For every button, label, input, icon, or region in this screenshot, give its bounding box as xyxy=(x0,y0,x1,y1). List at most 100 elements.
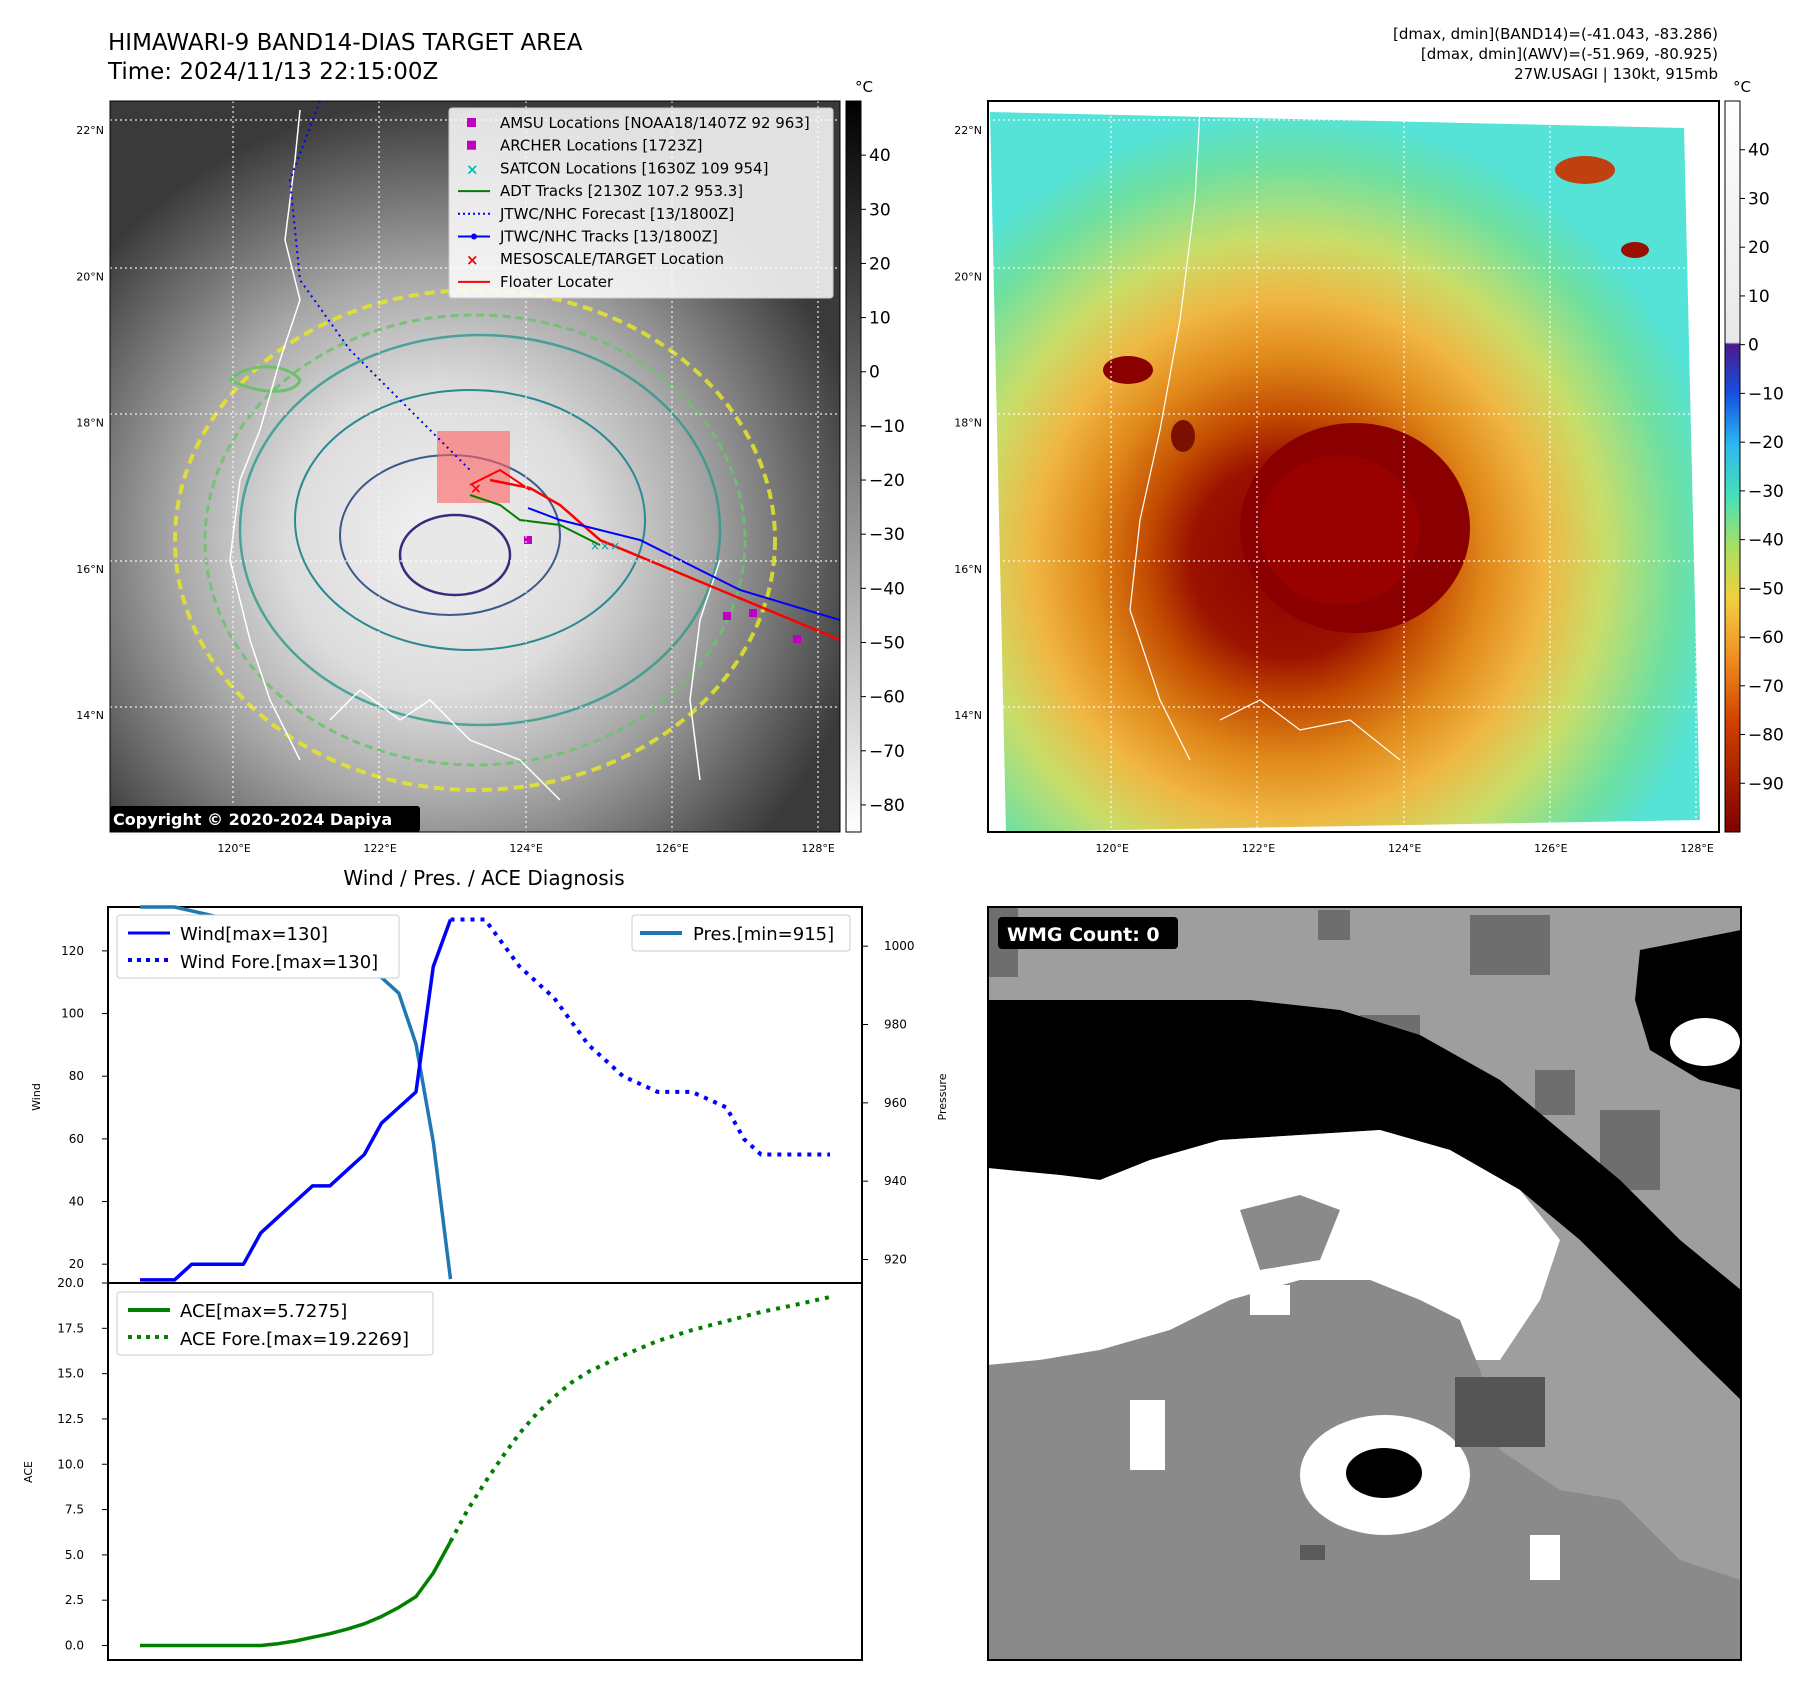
lat-label: 20°N xyxy=(76,270,104,283)
track-legend: AMSU Locations [NOAA18/1407Z 92 963] ARCH… xyxy=(448,107,834,299)
colorbar-tick-label: −30 xyxy=(1748,482,1784,502)
square-marker-icon xyxy=(467,140,476,150)
x-marker-icon: × xyxy=(466,251,479,269)
lon-label: 122°E xyxy=(1242,842,1275,855)
lat-label: 16°N xyxy=(954,563,982,576)
y-tick-label: 100 xyxy=(61,1007,84,1021)
lon-label: 124°E xyxy=(1388,842,1421,855)
colorbar-tick-label: −10 xyxy=(1748,384,1784,404)
legend-item: × SATCON Locations [1630Z 109 954] xyxy=(466,159,768,178)
legend-label: JTWC/NHC Tracks [13/1800Z] xyxy=(499,228,718,246)
ir-grayscale-map: × ××× Copyright © 2020-2024 Dapiya 22°N2… xyxy=(76,100,841,855)
colorbar-gray: °C 40 30 20 10 0 −10 −20 −30 −40 −50 −60 −70 −80 xyxy=(845,78,905,833)
colorbar-tick-label: −10 xyxy=(869,417,905,437)
colorbar-tick-label: −20 xyxy=(869,471,905,491)
lon-label: 120°E xyxy=(217,842,250,855)
y-right-tick-label: 960 xyxy=(884,1096,907,1110)
x-marker-icon: × xyxy=(466,160,479,178)
colorbar-tick-label: −50 xyxy=(869,633,905,653)
wmg-count-label: WMG Count: 0 xyxy=(1007,924,1160,946)
colorbar-tick-label: −60 xyxy=(869,688,905,708)
legend-label: ADT Tracks [2130Z 107.2 953.3] xyxy=(500,182,743,200)
colorbar-gray-unit: °C xyxy=(855,78,873,96)
lat-label: 16°N xyxy=(76,563,104,576)
legend-label: JTWC/NHC Forecast [13/1800Z] xyxy=(499,205,734,223)
wind-ylabel: Wind xyxy=(30,1083,43,1111)
colorbar-tick-label: 20 xyxy=(1748,238,1770,258)
legend-label: AMSU Locations [NOAA18/1407Z 92 963] xyxy=(500,114,810,132)
colorbar-color: °C 40 30 20 10 0 −10 −20 −30 −40 −50 −60 −70 −80 −90 xyxy=(1724,78,1784,833)
y-tick-label: 20 xyxy=(69,1257,84,1271)
colorbar-tick-label: −40 xyxy=(869,579,905,599)
info-line-1: [dmax, dmin](BAND14)=(-41.043, -83.286) xyxy=(1393,25,1718,43)
map-left-lon-labels: 120°E 122°E 124°E 126°E 128°E xyxy=(217,842,834,855)
colorbar-tick-label: 0 xyxy=(869,363,880,383)
map-left-lat-labels: 22°N 20°N 18°N 16°N 14°N xyxy=(76,124,104,722)
lat-label: 18°N xyxy=(76,417,104,430)
y-tick-label: 40 xyxy=(69,1195,84,1209)
lat-label: 20°N xyxy=(954,270,982,283)
y-tick-label: 20.0 xyxy=(57,1276,84,1290)
lat-label: 18°N xyxy=(954,417,982,430)
legend-item: ADT Tracks [2130Z 107.2 953.3] xyxy=(458,182,743,200)
y-tick-label: 12.5 xyxy=(57,1412,84,1426)
ace-chart: ACE 0.0 2.5 5.0 7.5 10.0 12.5 15.0 17.5 20.0 ACE… xyxy=(22,1276,863,1661)
colorbar-tick-label: −30 xyxy=(869,525,905,545)
lat-label: 14°N xyxy=(76,709,104,722)
series-line xyxy=(448,1295,831,1543)
colorbar-tick-label: −60 xyxy=(1748,628,1784,648)
y-right-tick-label: 940 xyxy=(884,1174,907,1188)
legend-label: SATCON Locations [1630Z 109 954] xyxy=(500,159,768,177)
copyright: Copyright © 2020-2024 Dapiya xyxy=(113,810,392,829)
legend-label: ARCHER Locations [1723Z] xyxy=(500,137,703,155)
y-tick-label: 5.0 xyxy=(65,1548,84,1562)
info-line-2: [dmax, dmin](AWV)=(-51.969, -80.925) xyxy=(1421,45,1718,63)
dot-marker-icon xyxy=(471,233,477,240)
legend-item: Floater Locater xyxy=(458,273,614,291)
y-tick-label: 80 xyxy=(69,1069,84,1083)
info-line-3: 27W.USAGI | 130kt, 915mb xyxy=(1514,65,1718,83)
lon-label: 126°E xyxy=(1534,842,1567,855)
colorbar-tick-label: 30 xyxy=(1748,189,1770,209)
map-right-lon-labels: 120°E 122°E 124°E 126°E 128°E xyxy=(1096,842,1714,855)
colorbar-color-unit: °C xyxy=(1733,78,1751,96)
series-line xyxy=(140,1540,453,1648)
title-line-1: HIMAWARI-9 BAND14-DIAS TARGET AREA xyxy=(108,30,583,56)
svg-text:×: × xyxy=(470,481,482,497)
legend-item: JTWC/NHC Forecast [13/1800Z] xyxy=(458,205,734,223)
legend-wind-fore: Wind Fore.[max=130] xyxy=(180,952,378,973)
legend-item: ARCHER Locations [1723Z] xyxy=(467,137,703,155)
series-line xyxy=(140,918,453,1282)
colorbar-tick-label: −50 xyxy=(1748,579,1784,599)
colorbar-tick-label: −70 xyxy=(869,742,905,762)
colorbar-tick-label: 20 xyxy=(869,254,891,274)
legend-item: × MESOSCALE/TARGET Location xyxy=(466,250,724,269)
colorbar-tick-label: −70 xyxy=(1748,677,1784,697)
legend-item: AMSU Locations [NOAA18/1407Z 92 963] xyxy=(467,114,810,132)
y-tick-label: 10.0 xyxy=(57,1457,84,1471)
y-tick-label: 60 xyxy=(69,1132,84,1146)
colorbar-tick-label: −80 xyxy=(869,796,905,816)
lat-label: 22°N xyxy=(76,124,104,137)
colorbar-tick-label: 40 xyxy=(869,146,891,166)
lon-label: 122°E xyxy=(363,842,396,855)
colorbar-tick-label: 10 xyxy=(869,309,891,329)
colorbar-tick-label: −20 xyxy=(1748,433,1784,453)
title-line-2: Time: 2024/11/13 22:15:00Z xyxy=(107,59,438,85)
chart-title: Wind / Pres. / ACE Diagnosis xyxy=(343,866,624,890)
y-tick-label: 15.0 xyxy=(57,1367,84,1381)
colorbar-tick-label: 30 xyxy=(869,200,891,220)
lon-label: 128°E xyxy=(1680,842,1713,855)
ace-ylabel: ACE xyxy=(22,1461,35,1483)
lon-label: 120°E xyxy=(1096,842,1129,855)
y-right-tick-label: 920 xyxy=(884,1253,907,1267)
colorbar-tick-label: −40 xyxy=(1748,531,1784,551)
pressure-ylabel: Pressure xyxy=(936,1073,949,1120)
colorbar-tick-label: 0 xyxy=(1748,336,1759,356)
svg-text:×××: ××× xyxy=(590,539,620,553)
lat-label: 22°N xyxy=(954,124,982,137)
y-tick-label: 7.5 xyxy=(65,1503,84,1517)
map-right-lat-labels: 22°N 20°N 18°N 16°N 14°N xyxy=(954,124,982,722)
legend-pressure: Pres.[min=915] xyxy=(693,924,834,945)
